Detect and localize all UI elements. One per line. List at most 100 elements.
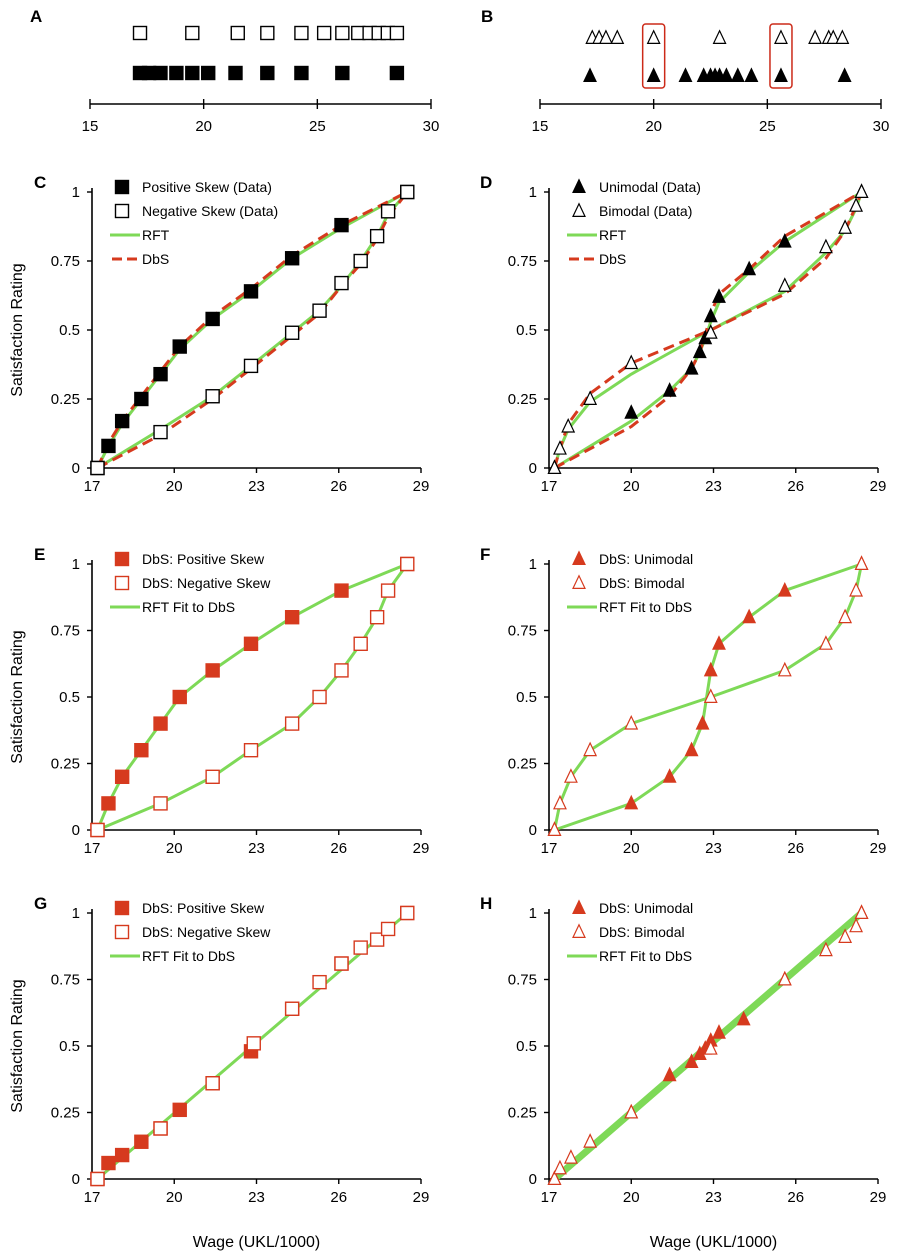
x-tick-label: 20 bbox=[623, 478, 640, 495]
x-tick-label: 17 bbox=[84, 1189, 101, 1206]
x-tick-label: 29 bbox=[413, 840, 430, 857]
y-axis-label: Satisfaction Rating bbox=[9, 630, 26, 763]
data-point bbox=[646, 29, 661, 45]
data-point bbox=[134, 743, 149, 758]
data-point bbox=[369, 932, 385, 947]
x-tick-label: 15 bbox=[82, 118, 99, 135]
data-point bbox=[695, 715, 710, 730]
data-point bbox=[334, 583, 349, 598]
data-point bbox=[153, 716, 168, 731]
data-point bbox=[703, 688, 718, 704]
y-tick-label: 0.25 bbox=[508, 1105, 537, 1122]
x-tick-label: 20 bbox=[623, 1189, 640, 1206]
y-tick-label: 1 bbox=[529, 184, 537, 201]
data-point bbox=[837, 67, 852, 83]
panel-letter: B bbox=[481, 7, 493, 26]
data-point bbox=[172, 1102, 187, 1118]
y-tick-label: 0.25 bbox=[51, 1105, 80, 1122]
legend-item: Negative Skew (Data) bbox=[142, 203, 278, 219]
dbs-line bbox=[96, 190, 408, 469]
y-axis-label: Satisfaction Rating bbox=[9, 979, 26, 1112]
data-point bbox=[132, 25, 148, 41]
data-point bbox=[684, 1053, 699, 1068]
legend-item: DbS: Negative Skew bbox=[142, 924, 271, 940]
data-point bbox=[205, 769, 220, 784]
y-tick-label: 1 bbox=[72, 556, 80, 573]
legend-item: RFT Fit to DbS bbox=[142, 948, 235, 964]
legend-marker bbox=[114, 924, 130, 940]
data-point bbox=[228, 65, 243, 81]
data-point bbox=[547, 821, 562, 837]
data-point bbox=[703, 661, 718, 677]
data-point bbox=[114, 1147, 130, 1163]
data-point bbox=[736, 1010, 751, 1026]
data-point bbox=[692, 343, 707, 359]
data-point bbox=[312, 689, 327, 705]
x-tick-label: 29 bbox=[413, 478, 430, 495]
panel-letter: F bbox=[480, 545, 490, 564]
data-point bbox=[334, 275, 349, 291]
x-tick-label: 17 bbox=[84, 840, 101, 857]
panel-letter: A bbox=[30, 7, 42, 26]
legend-item: RFT Fit to DbS bbox=[142, 599, 235, 615]
data-point bbox=[400, 556, 415, 572]
y-tick-label: 0.5 bbox=[516, 322, 537, 339]
data-point bbox=[742, 608, 757, 624]
legend-item: DbS: Unimodal bbox=[599, 551, 693, 567]
data-point bbox=[610, 29, 625, 45]
data-point bbox=[624, 404, 639, 419]
legend-marker bbox=[114, 551, 130, 567]
data-point bbox=[561, 418, 576, 433]
data-point bbox=[243, 743, 259, 758]
data-point bbox=[684, 360, 699, 375]
data-point bbox=[205, 1076, 220, 1091]
data-point bbox=[742, 260, 757, 276]
legend-marker bbox=[114, 900, 130, 916]
data-point bbox=[838, 608, 853, 624]
x-tick-label: 17 bbox=[541, 840, 558, 857]
data-point bbox=[835, 29, 850, 45]
data-point bbox=[153, 65, 168, 81]
data-point bbox=[243, 284, 259, 299]
data-point bbox=[369, 228, 385, 244]
data-point bbox=[243, 636, 259, 651]
data-point bbox=[90, 822, 105, 838]
legend-item: Unimodal (Data) bbox=[599, 179, 701, 195]
legend-item: Bimodal (Data) bbox=[599, 203, 692, 219]
x-tick-label: 17 bbox=[541, 478, 558, 495]
data-point bbox=[284, 610, 300, 625]
legend-item: DbS: Positive Skew bbox=[142, 900, 265, 916]
y-tick-label: 0.75 bbox=[51, 253, 80, 270]
legend-marker bbox=[572, 178, 586, 193]
data-point bbox=[90, 1171, 105, 1187]
x-tick-label: 23 bbox=[705, 1189, 722, 1206]
data-point bbox=[624, 1103, 639, 1119]
data-point bbox=[662, 1066, 677, 1082]
data-point bbox=[114, 769, 130, 784]
x-tick-label: 23 bbox=[248, 840, 265, 857]
data-point bbox=[334, 663, 349, 678]
data-point bbox=[205, 663, 220, 678]
data-point bbox=[553, 1159, 567, 1175]
data-point bbox=[284, 251, 300, 266]
panel-h: H 0 0.25 0.5 0.75 1 17 20 23 26 29 Wage (UKL/1000) D… bbox=[480, 894, 886, 1251]
data-point bbox=[335, 25, 350, 41]
data-point bbox=[583, 390, 598, 405]
y-tick-label: 0 bbox=[529, 822, 537, 839]
data-point bbox=[854, 183, 869, 198]
x-tick-label: 26 bbox=[330, 1189, 347, 1206]
x-tick-label: 17 bbox=[541, 1189, 558, 1206]
y-tick-label: 0.25 bbox=[51, 391, 80, 408]
panel-letter: C bbox=[34, 173, 46, 192]
x-tick-label: 29 bbox=[870, 478, 887, 495]
panel-f: F 0 0.25 0.5 0.75 1 17 20 23 26 29 DbS: Unimodal DbS… bbox=[480, 545, 886, 857]
y-axis-label: Satisfaction Rating bbox=[9, 263, 26, 396]
data-point bbox=[818, 941, 833, 957]
data-point bbox=[153, 366, 168, 382]
data-point bbox=[101, 438, 116, 454]
legend-item: DbS: Positive Skew bbox=[142, 551, 265, 567]
data-point bbox=[774, 67, 788, 83]
panel-d: D 0 0.25 0.5 0.75 1 17 20 23 26 29 Unimodal (Data) B… bbox=[480, 173, 886, 495]
data-point bbox=[646, 67, 661, 83]
